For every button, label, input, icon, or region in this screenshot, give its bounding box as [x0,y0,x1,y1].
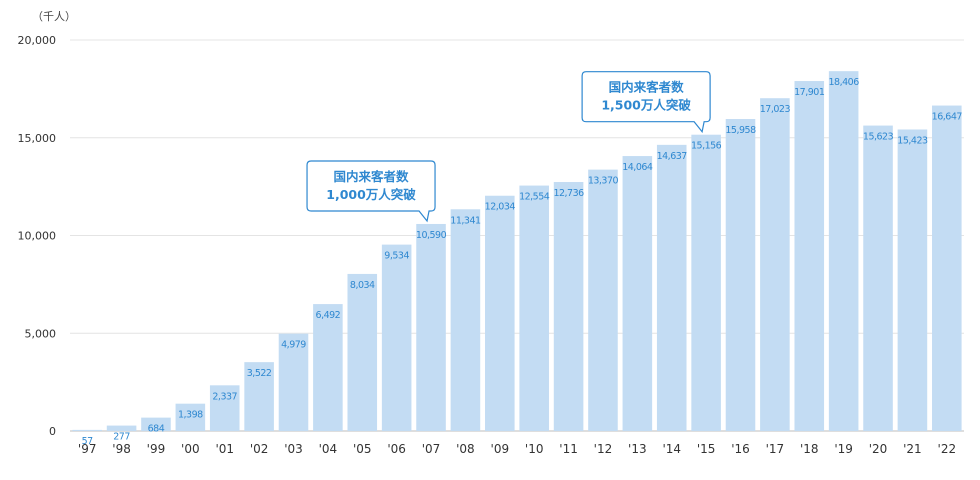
bar [828,71,859,432]
bar [932,105,962,431]
bar-data-label: 3,522 [247,368,272,379]
x-tick-label: '03 [284,442,303,456]
bar-data-label: 684 [148,424,165,435]
callout-text-line: 国内来客者数 [609,80,685,95]
x-tick-label: '20 [869,442,888,456]
bar-data-label: 10,590 [416,230,447,241]
bar-data-label: 18,406 [829,77,860,88]
unit-label: （千人） [32,10,76,23]
x-tick-label: '11 [559,442,578,456]
bar-data-label: 16,647 [932,112,963,123]
x-tick-label: '08 [456,442,475,456]
bar-data-label: 15,423 [897,135,928,146]
bar [760,98,790,431]
bar-data-label: 277 [113,432,130,443]
bar [450,209,481,431]
x-tick-label: '98 [112,442,131,456]
bar-data-labels: 57 277 684 1,398 2,337 3,522 4,979 6,492 8,034 9,… [82,77,963,447]
bar-data-label: 17,023 [760,104,791,115]
bar-data-label: 12,554 [519,192,550,203]
bar [519,185,549,431]
x-tick-label: '22 [938,442,957,456]
x-tick-label: '16 [731,442,750,456]
x-tick-label: '05 [353,442,372,456]
x-tick-label: '01 [215,442,234,456]
bar [175,403,206,431]
x-tick-label: '07 [422,442,441,456]
bar [588,169,618,431]
x-tick-label: '18 [800,442,819,456]
x-tick-label: '14 [662,442,681,456]
x-tick-label: '97 [78,442,97,456]
callout-box [306,160,436,223]
bar [553,182,584,431]
bar [381,244,412,431]
x-tick-label: '02 [250,442,269,456]
bar-data-label: 11,341 [450,215,481,226]
bar [863,125,893,432]
bar [141,417,171,431]
bar-data-label: 15,156 [691,141,722,152]
bar-data-label: 9,534 [384,251,409,262]
x-tick-label: '19 [834,442,853,456]
bar [897,129,928,431]
bar-data-label: 12,736 [553,188,584,199]
x-tick-label: '99 [147,442,166,456]
bar-data-label: 14,064 [622,162,653,173]
x-tick-label: '04 [319,442,338,456]
x-tick-label: '06 [387,442,406,456]
annotation-callout: 国内来客者数 1,500万人突破 [581,71,711,134]
bar [244,362,274,431]
y-tick-label: 0 [49,425,56,438]
bar [691,134,721,431]
callout-box [581,71,711,134]
bar [209,385,240,431]
y-tick-label: 20,000 [18,34,57,47]
annotation-callout: 国内来客者数 1,000万人突破 [306,160,436,223]
bar [278,333,309,431]
y-tick-label: 5,000 [25,327,57,340]
bar-data-label: 15,958 [725,125,756,136]
bar [106,425,137,431]
bar [313,304,343,431]
y-tick-label: 15,000 [18,132,57,145]
x-axis-ticks: '97 '98 '99 '00 '01 '02 '03 '04 '05 '06 '07 '08 '09 '… [78,442,956,456]
bar [622,156,653,431]
bar-data-label: 8,034 [350,280,375,291]
bar-data-label: 12,034 [485,202,516,213]
bar-data-label: 57 [82,436,94,447]
callout-text-line: 1,500万人突破 [601,98,691,113]
bar-data-label: 2,337 [212,391,237,402]
callout-text-line: 国内来客者数 [334,169,410,184]
bar [725,119,756,431]
x-tick-label: '12 [594,442,613,456]
y-tick-label: 10,000 [18,230,57,243]
x-tick-label: '15 [697,442,716,456]
x-tick-label: '17 [766,442,785,456]
x-tick-label: '13 [628,442,647,456]
bar [72,429,102,431]
callout-text-line: 1,000万人突破 [326,187,416,202]
bar-data-label: 4,979 [281,340,306,351]
bar-data-label: 14,637 [657,151,688,162]
bar [656,144,687,431]
bar-data-label: 17,901 [794,87,825,98]
bar [485,195,515,431]
bar-data-label: 6,492 [316,310,341,321]
bar-data-label: 1,398 [178,410,203,421]
x-tick-label: '09 [491,442,510,456]
bars [72,71,962,432]
bar-data-label: 13,370 [588,176,619,187]
bar [794,81,825,431]
x-tick-label: '00 [181,442,200,456]
bar [347,273,378,431]
x-tick-label: '21 [903,442,922,456]
y-axis-ticks: 0 5,000 10,000 15,000 20,000 [18,34,57,438]
bar [416,223,446,431]
x-tick-label: '10 [525,442,544,456]
bar-data-label: 15,623 [863,132,894,143]
